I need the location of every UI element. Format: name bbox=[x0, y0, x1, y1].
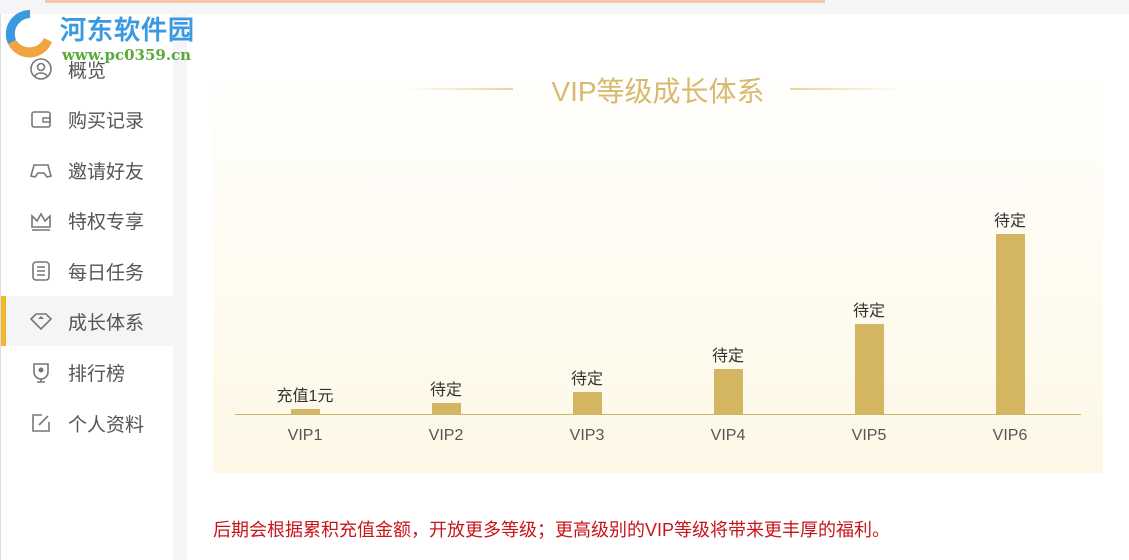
sidebar-item-4[interactable]: 每日任务 bbox=[1, 246, 174, 296]
bar-data-label: 待定 bbox=[429, 382, 462, 399]
logo-url: www.pc0359.cn bbox=[62, 46, 192, 64]
bar-data-label: 充值1元 bbox=[276, 388, 334, 405]
x-tick-label: VIP3 bbox=[569, 427, 605, 444]
x-tick-label: VIP6 bbox=[992, 427, 1028, 444]
x-tick-label: VIP5 bbox=[851, 427, 887, 444]
logo-icon bbox=[5, 9, 52, 58]
diamond-icon bbox=[29, 309, 53, 333]
sidebar-item-label: 个人资料 bbox=[68, 414, 145, 436]
sidebar-item-6[interactable]: 排行榜 bbox=[1, 347, 174, 397]
bar-vip1 bbox=[291, 409, 320, 414]
x-tick-label: VIP1 bbox=[287, 427, 323, 444]
crown-icon bbox=[29, 208, 53, 232]
gamepad-icon bbox=[29, 158, 53, 182]
sidebar-item-0[interactable]: 概览 bbox=[1, 44, 174, 94]
list-icon bbox=[29, 259, 53, 283]
sidebar-item-label: 概览 bbox=[68, 60, 107, 82]
logo-text: 河东软件园 bbox=[60, 16, 196, 46]
sidebar-item-label: 购买记录 bbox=[68, 110, 145, 132]
sidebar-item-label: 每日任务 bbox=[68, 262, 145, 284]
bar-vip2 bbox=[432, 403, 461, 414]
wallet-icon bbox=[29, 107, 53, 131]
chart-panel bbox=[213, 85, 1103, 473]
sidebar-item-2[interactable]: 邀请好友 bbox=[1, 145, 174, 195]
title-decor-right bbox=[790, 88, 905, 90]
bar-vip4 bbox=[714, 369, 743, 414]
sidebar-item-label: 成长体系 bbox=[68, 312, 145, 334]
bar-vip3 bbox=[573, 392, 602, 414]
x-tick-label: VIP2 bbox=[428, 427, 464, 444]
bar-data-label: 待定 bbox=[570, 371, 603, 388]
footnote: 后期会根据累积充值金额，开放更多等级；更高级别的VIP等级将带来更丰厚的福利。 bbox=[213, 520, 891, 540]
page-title: VIP等级成长体系 bbox=[551, 76, 765, 107]
bar-data-label: 待定 bbox=[852, 303, 885, 320]
sidebar: 概览购买记录邀请好友特权专享每日任务成长体系排行榜个人资料 bbox=[0, 14, 174, 560]
sidebar-item-label: 邀请好友 bbox=[68, 161, 145, 183]
bar-data-label: 待定 bbox=[711, 348, 744, 365]
sidebar-item-label: 特权专享 bbox=[68, 211, 145, 233]
x-axis-line bbox=[235, 414, 1081, 415]
edit-icon bbox=[29, 411, 53, 435]
user-circle-icon bbox=[29, 57, 53, 81]
bar-vip5 bbox=[855, 324, 884, 414]
title-decor-left bbox=[405, 88, 513, 90]
bar-data-label: 待定 bbox=[993, 213, 1026, 230]
sidebar-item-5[interactable]: 成长体系 bbox=[1, 296, 174, 346]
top-strip bbox=[45, 0, 825, 3]
x-tick-label: VIP4 bbox=[710, 427, 746, 444]
site-logo: 河东软件园 www.pc0359.cn bbox=[0, 4, 210, 64]
sidebar-item-3[interactable]: 特权专享 bbox=[1, 195, 174, 245]
sidebar-item-1[interactable]: 购买记录 bbox=[1, 94, 174, 144]
sidebar-item-label: 排行榜 bbox=[68, 363, 126, 385]
sidebar-item-7[interactable]: 个人资料 bbox=[1, 398, 174, 448]
trophy-icon bbox=[29, 360, 53, 384]
bar-vip6 bbox=[996, 234, 1025, 414]
